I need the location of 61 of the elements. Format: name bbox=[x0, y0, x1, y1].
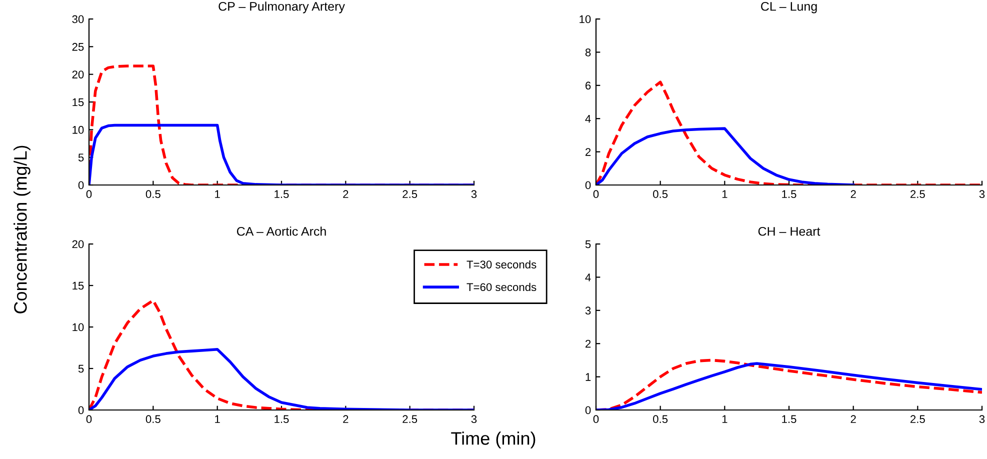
x-tick-label: 3 bbox=[471, 415, 477, 424]
y-tick-label: 3 bbox=[585, 306, 591, 315]
legend-label: T=60 seconds bbox=[466, 282, 536, 292]
x-tick-label: 1.5 bbox=[274, 415, 289, 424]
x-tick-label: 0 bbox=[593, 190, 599, 198]
x-tick-label: 2.5 bbox=[910, 190, 925, 198]
x-tick-label: 0.5 bbox=[653, 415, 668, 424]
y-tick-label: 5 bbox=[78, 364, 84, 373]
x-tick-label: 1 bbox=[215, 415, 220, 423]
x-tick-label: 2 bbox=[850, 415, 856, 423]
x-tick-label: 3 bbox=[979, 190, 985, 198]
y-tick-label: 1 bbox=[586, 373, 591, 381]
y-tick-label: 10 bbox=[580, 15, 591, 24]
chart-title: CP – Pulmonary Artery bbox=[218, 2, 345, 14]
x-tick-label: 0.5 bbox=[146, 415, 160, 424]
line-series bbox=[596, 127, 855, 185]
y-tick-label: 10 bbox=[72, 126, 84, 134]
x-tick-label: 1.5 bbox=[274, 190, 289, 198]
y-tick-label: 5 bbox=[78, 154, 84, 162]
x-tick-label: 0 bbox=[86, 190, 92, 198]
y-tick-label: 5 bbox=[585, 240, 591, 248]
y-tick-label: 0 bbox=[78, 406, 84, 414]
y-tick-label: 2 bbox=[586, 340, 591, 348]
x-tick-label: 0 bbox=[593, 415, 599, 424]
x-tick-label: 3 bbox=[471, 190, 477, 198]
x-tick-label: 2 bbox=[850, 190, 856, 198]
y-tick-label: 0 bbox=[585, 406, 591, 414]
chart-title: CH – Heart bbox=[758, 226, 820, 236]
x-tick-label: 0.5 bbox=[653, 190, 668, 198]
y-tick-label: 0 bbox=[78, 181, 84, 190]
y-axis-title: Concentration (mg/L) bbox=[14, 146, 30, 314]
y-tick-label: 20 bbox=[72, 240, 84, 248]
x-tick-label: 1.5 bbox=[782, 415, 796, 424]
x-tick-label: 2.5 bbox=[910, 415, 925, 424]
x-tick-label: 0 bbox=[86, 415, 92, 424]
y-tick-label: 2 bbox=[586, 148, 591, 156]
chart-title: CA – Aortic Arch bbox=[236, 226, 326, 236]
y-tick-label: 15 bbox=[72, 282, 84, 290]
y-tick-label: 10 bbox=[72, 323, 84, 332]
x-tick-label: 2.5 bbox=[402, 190, 418, 198]
x-tick-label: 2 bbox=[343, 415, 348, 423]
y-tick-label: 30 bbox=[72, 15, 84, 24]
y-tick-label: 0 bbox=[585, 181, 591, 190]
y-tick-label: 15 bbox=[72, 98, 84, 106]
x-tick-label: 2 bbox=[343, 190, 348, 198]
legend-label: T=30 seconds bbox=[466, 260, 536, 268]
y-tick-label: 4 bbox=[585, 274, 591, 282]
y-tick-label: 4 bbox=[585, 114, 591, 123]
chart-title: CL – Lung bbox=[761, 2, 817, 14]
y-tick-label: 20 bbox=[72, 70, 84, 78]
y-tick-label: 8 bbox=[585, 48, 591, 56]
y-tick-label: 25 bbox=[72, 42, 84, 51]
x-axis-title: Time (min) bbox=[451, 432, 536, 448]
x-tick-label: 1 bbox=[722, 415, 728, 423]
x-tick-label: 0.5 bbox=[146, 190, 160, 198]
x-tick-label: 2.5 bbox=[402, 415, 418, 424]
y-tick-label: 6 bbox=[586, 82, 591, 90]
x-tick-label: 1.5 bbox=[782, 190, 796, 198]
x-tick-label: 1 bbox=[215, 190, 220, 198]
x-tick-label: 3 bbox=[979, 415, 985, 424]
x-tick-label: 1 bbox=[722, 190, 728, 198]
